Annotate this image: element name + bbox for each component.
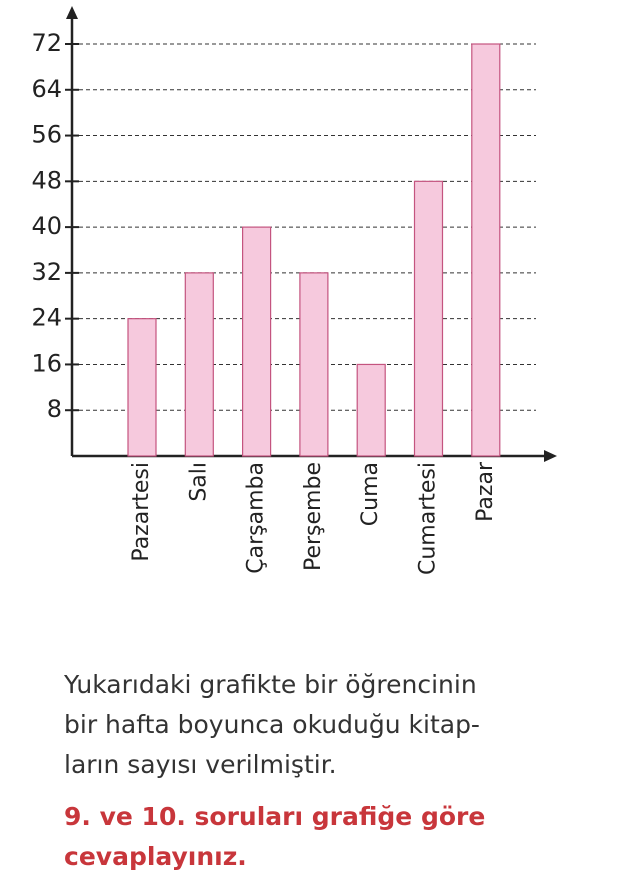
x-tick-label: Cuma xyxy=(358,462,383,526)
bar xyxy=(471,43,501,457)
paragraph-line: bir hafta boyunca okuduğu kitap- xyxy=(64,710,480,739)
bar xyxy=(356,363,386,457)
y-tick-label: 64 xyxy=(31,75,62,103)
paragraph-line: Yukarıdaki grafikte bir öğrencinin xyxy=(63,670,477,699)
y-tick-label: 48 xyxy=(31,166,62,194)
x-tick-label: Pazartesi xyxy=(129,462,154,562)
y-tick-label: 40 xyxy=(31,212,62,240)
bar xyxy=(299,272,329,457)
x-tick-label: Salı xyxy=(186,462,211,502)
instruction-line: 9. ve 10. soruları grafiğe göre xyxy=(64,802,485,831)
x-tick-label: Çarşamba xyxy=(244,462,269,574)
bar xyxy=(184,272,214,457)
y-axis-arrow xyxy=(66,6,78,19)
bar xyxy=(242,226,272,457)
instruction-line: cevaplayınız. xyxy=(64,842,247,871)
paragraph-line: ların sayısı verilmiştir. xyxy=(64,750,337,779)
y-tick-label: 8 xyxy=(47,395,62,423)
bar xyxy=(413,180,444,457)
x-tick-label: Pazar xyxy=(473,461,498,522)
y-tick-label: 72 xyxy=(31,29,62,57)
bar xyxy=(127,318,157,457)
x-axis-arrow xyxy=(544,450,557,462)
y-tick-label: 16 xyxy=(31,349,62,377)
x-tick-label: Perşembe xyxy=(301,462,326,571)
y-tick-label: 24 xyxy=(31,304,62,332)
x-tick-label: Cumartesi xyxy=(416,462,441,575)
y-tick-label: 32 xyxy=(31,258,62,286)
y-tick-label: 56 xyxy=(31,121,62,149)
